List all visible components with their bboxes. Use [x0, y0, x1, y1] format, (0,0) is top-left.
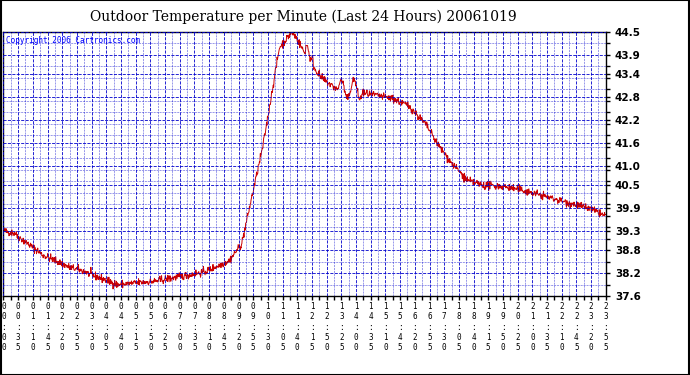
Text: Outdoor Temperature per Minute (Last 24 Hours) 20061019: Outdoor Temperature per Minute (Last 24 … — [90, 9, 517, 24]
Text: Copyright 2006 Cartronics.com: Copyright 2006 Cartronics.com — [6, 36, 141, 45]
